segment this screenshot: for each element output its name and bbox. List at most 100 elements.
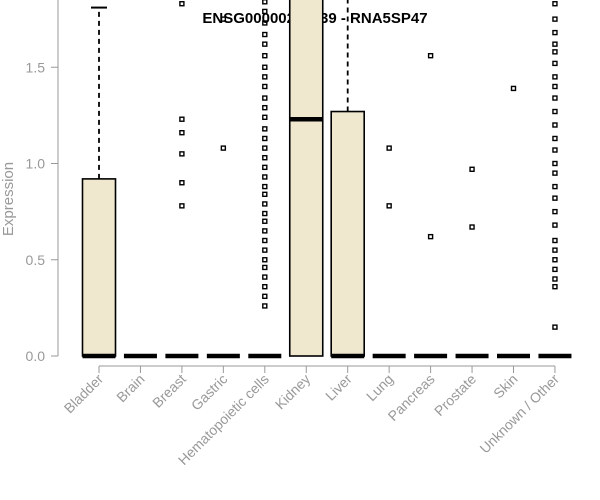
outlier-point [552, 324, 558, 330]
outlier-point [179, 116, 185, 122]
outlier-point [552, 1, 558, 7]
outlier-point [552, 122, 558, 128]
outlier-point [262, 174, 268, 180]
outlier-point [262, 201, 268, 207]
outlier-point [552, 41, 558, 47]
outlier-point [262, 31, 268, 38]
x-tick-label: Skin [490, 371, 521, 402]
y-tick-label: 1.0 [26, 156, 46, 172]
outlier-point [552, 195, 558, 201]
outlier-point [552, 49, 558, 55]
y-tick-label: 1.5 [26, 59, 46, 75]
outlier-point [262, 145, 268, 151]
box-breast [165, 1, 199, 359]
outlier-point [262, 284, 268, 290]
outlier-point [179, 151, 185, 157]
outlier-point [220, 16, 227, 22]
outlier-point [552, 29, 558, 36]
outlier-point [386, 145, 392, 151]
outlier-point [552, 135, 558, 142]
x-tick-label: Prostate [431, 371, 479, 419]
box-kidney [288, 0, 324, 357]
outlier-point [262, 183, 268, 190]
box-prostate [455, 166, 489, 359]
outlier-point [262, 155, 268, 161]
outlier-point [179, 180, 185, 186]
outlier-point [552, 160, 558, 167]
outlier-point [552, 276, 558, 282]
outlier-point [552, 183, 558, 190]
box-pancreas [414, 53, 448, 359]
x-tick-label: Liver [322, 371, 355, 404]
outlier-point [427, 53, 434, 59]
outlier-point [469, 166, 475, 172]
outlier-point [262, 303, 268, 309]
box-unknown-other [538, 1, 572, 359]
box-iqr [81, 178, 117, 357]
outlier-point [220, 145, 227, 151]
box-liver [330, 0, 366, 359]
outlier-point [552, 170, 558, 176]
outlier-point [552, 83, 558, 90]
outlier-point [262, 74, 268, 80]
box-hematopoietic-cells [248, 0, 282, 359]
outlier-point [552, 222, 558, 228]
outlier-point [262, 135, 268, 142]
outlier-point [262, 274, 268, 280]
outlier-point [262, 126, 268, 132]
x-tick-label: Kidney [272, 371, 314, 413]
outlier-point [262, 264, 268, 271]
outlier-point [552, 74, 558, 80]
y-axis-label: Expression [0, 162, 17, 236]
outlier-point [262, 53, 268, 59]
box-lung [372, 145, 406, 359]
x-tick-label: Breast [149, 371, 189, 411]
outlier-point [552, 208, 558, 215]
box-iqr [288, 0, 324, 357]
outlier-point [552, 247, 558, 253]
outlier-point [262, 191, 268, 198]
outlier-point [262, 20, 268, 26]
outlier-point [262, 64, 268, 70]
box-bladder [81, 6, 117, 359]
y-axis-ticks: 0.00.51.01.52.02.53.0 [26, 59, 58, 364]
outlier-point [179, 203, 185, 209]
outlier-point [510, 85, 517, 92]
outlier-point [262, 104, 268, 111]
x-tick-label: Unknown / Other [476, 371, 562, 457]
outlier-point [262, 95, 268, 101]
outlier-point [552, 60, 558, 67]
outlier-point [179, 1, 185, 7]
box-skin [497, 85, 530, 359]
outlier-point [552, 16, 558, 22]
outlier-point [552, 237, 558, 244]
outlier-point [552, 266, 558, 273]
outlier-point [262, 164, 268, 171]
y-tick-label: 0.0 [26, 348, 46, 364]
outlier-point [262, 8, 268, 15]
outlier-point [386, 203, 392, 209]
outlier-point [262, 83, 268, 90]
outlier-point [179, 129, 185, 136]
x-tick-label: Lung [363, 371, 396, 404]
outlier-point [469, 224, 475, 230]
outlier-point [427, 233, 434, 240]
outlier-point [262, 237, 268, 244]
outlier-point [552, 108, 558, 115]
x-tick-label: Brain [113, 371, 147, 405]
y-tick-label: 0.5 [26, 252, 46, 268]
outlier-point [552, 147, 558, 153]
outlier-point [262, 228, 268, 234]
outlier-point [262, 293, 268, 300]
outlier-point [552, 284, 558, 290]
outlier-point [552, 95, 558, 101]
outlier-point [262, 247, 268, 253]
outlier-point [262, 114, 268, 121]
outlier-point [262, 41, 268, 47]
box-iqr [330, 110, 366, 357]
outlier-point [262, 210, 268, 217]
box-series [81, 0, 572, 359]
x-tick-label: Bladder [61, 371, 107, 417]
outlier-point [552, 257, 558, 263]
